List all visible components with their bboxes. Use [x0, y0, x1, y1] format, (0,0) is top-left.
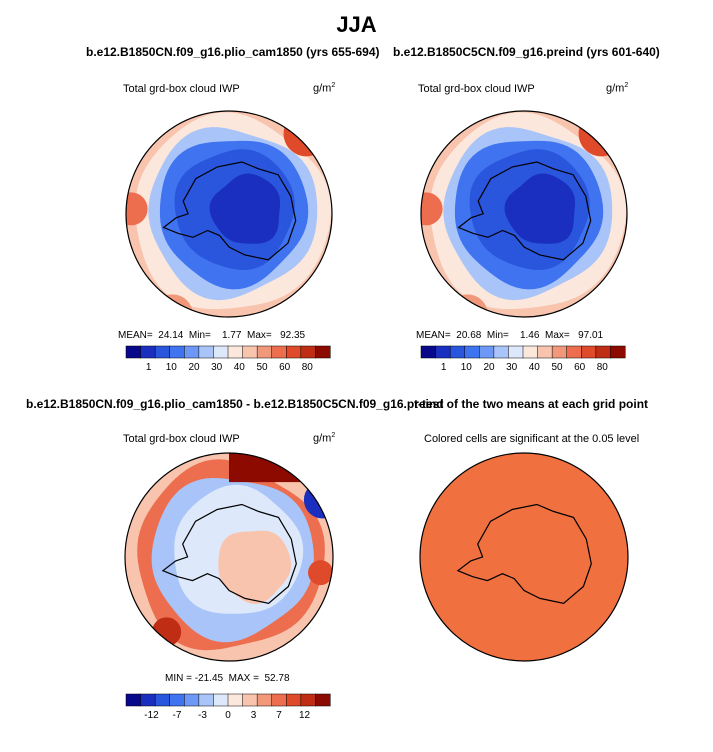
panel3-map-border [124, 452, 334, 662]
colorbar-tick-label: 3 [250, 710, 257, 721]
colorbar-tick-label: 7 [276, 710, 282, 721]
colorbar-tick-label: 20 [188, 362, 200, 373]
panel2-colorbar [420, 345, 626, 359]
colorbar-tick-label: 60 [279, 362, 291, 373]
panel1-field-core [209, 173, 281, 244]
panel2-colorbar-swatch-13 [610, 345, 626, 359]
colorbar-tick-label: -12 [144, 710, 159, 721]
panel3-field-inner-warm [218, 530, 292, 604]
colorbar-tick-label: 12 [298, 710, 311, 721]
panel3-title: b.e12.B1850CN.f09_g16.plio_cam1850 - b.e… [26, 397, 444, 411]
colorbar-tick-label: -3 [198, 710, 207, 721]
colorbar-tick-label: 80 [596, 362, 608, 373]
panel4-significance-fill [419, 452, 629, 662]
panel1-title: b.e12.B1850CN.f09_g16.plio_cam1850 (yrs … [86, 45, 380, 59]
panel1-units: g/m2 [313, 82, 336, 95]
colorbar-tick-label: 80 [301, 362, 313, 373]
page-title: JJA [336, 12, 377, 37]
colorbar-tick-label: 40 [233, 362, 245, 373]
colorbar-tick-label: 10 [165, 362, 177, 373]
colorbar-tick-label: 20 [483, 362, 495, 373]
panel3-field [125, 453, 333, 661]
panel3-colorbar [125, 693, 331, 707]
colorbar-tick-label: 60 [574, 362, 586, 373]
panel3-units: g/m2 [313, 432, 336, 445]
panel2-field-core [504, 173, 576, 244]
panel1-stats: MEAN= 24.14 Min= 1.77 Max= 92.35 [118, 330, 306, 341]
colorbar-tick-label: 40 [528, 362, 540, 373]
colorbar-tick-label: 0 [225, 710, 231, 721]
colorbar-tick-label: 10 [460, 362, 472, 373]
panel2-field-high-w [421, 192, 443, 226]
panel1-colorbar [125, 345, 331, 359]
panel3-variable: Total grd-box cloud IWP [123, 433, 240, 445]
panel2-title: b.e12.B1850C5CN.f09_g16.preind (yrs 601-… [393, 45, 660, 59]
panel2-stats: MEAN= 20.68 Min= 1.46 Max= 97.01 [416, 330, 604, 341]
panel3-field-high-e [308, 560, 333, 586]
panel4-coastline [456, 503, 592, 604]
panel1-variable: Total grd-box cloud IWP [123, 83, 240, 95]
panel2-map-border [420, 110, 628, 318]
panel2-variable: Total grd-box cloud IWP [418, 83, 535, 95]
panel2-coastline [457, 161, 592, 261]
colorbar-tick-label: 1 [145, 362, 152, 373]
panel1-map-border [125, 110, 333, 318]
panel4-subtitle: Colored cells are significant at the 0.0… [424, 433, 640, 445]
colorbar-tick-label: -7 [172, 710, 182, 721]
colorbar-tick-label: 50 [551, 362, 563, 373]
panel1-coastline [162, 161, 297, 261]
panel2-field [421, 111, 627, 317]
panel3-stats: MIN = -21.45 MAX = 52.78 [165, 673, 290, 684]
panel3-coastline [161, 503, 297, 604]
panel2-units: g/m2 [606, 82, 629, 95]
panel4-title: t-test of the two means at each grid poi… [414, 397, 649, 411]
panel1-colorbar-swatch-13 [315, 345, 331, 359]
colorbar-tick-label: 50 [256, 362, 268, 373]
panel1-field-high-w [126, 192, 148, 226]
colorbar-tick-label: 30 [211, 362, 223, 373]
colorbar-tick-label: 30 [506, 362, 518, 373]
colorbar-tick-label: 1 [440, 362, 447, 373]
panel3-colorbar-swatch-13 [315, 693, 331, 707]
